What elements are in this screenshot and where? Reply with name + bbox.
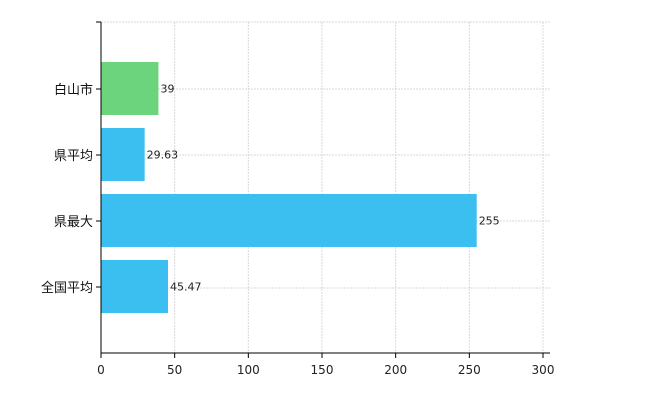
category-label: 全国平均 (41, 280, 93, 296)
category-label: 白山市 (54, 82, 93, 98)
data-label: 39 (160, 83, 174, 96)
bar (101, 260, 168, 313)
x-tick-label: 300 (532, 363, 555, 377)
bar (101, 62, 159, 115)
data-label: 255 (479, 215, 500, 228)
category-label: 県最大 (54, 215, 93, 230)
x-tick-label: 150 (311, 363, 334, 377)
bar (101, 128, 145, 181)
bar (101, 194, 477, 247)
data-label: 45.47 (170, 281, 202, 294)
x-tick-label: 50 (167, 363, 182, 377)
x-tick-label: 250 (458, 363, 481, 377)
category-label: 県平均 (54, 149, 93, 164)
data-label: 29.63 (147, 149, 179, 162)
x-tick-label: 0 (97, 363, 105, 377)
x-tick-label: 200 (384, 363, 407, 377)
x-tick-label: 100 (237, 363, 260, 377)
